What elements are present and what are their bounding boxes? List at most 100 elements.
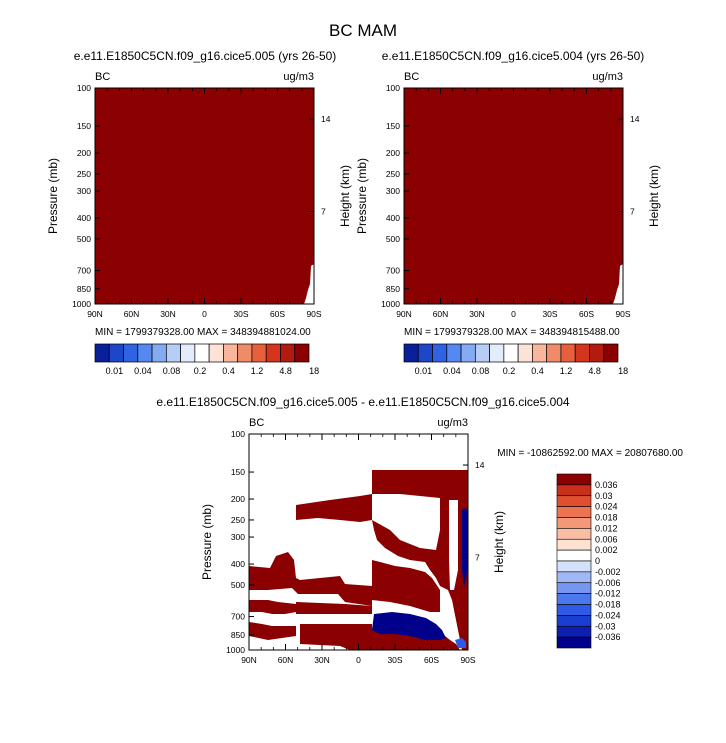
- diff-region-lower-4: [300, 624, 460, 650]
- y-tick-label: 150: [231, 467, 245, 477]
- colorbar-swatch: [556, 604, 592, 616]
- panel-1-units: ug/m3: [283, 71, 314, 83]
- x-tick-label: 60N: [124, 309, 140, 319]
- panel-2-minmax: MIN = 1799379328.00 MAX = 348394815488.0…: [404, 327, 620, 338]
- colorbar-swatch: [556, 636, 592, 649]
- x-tick-label: 90N: [396, 309, 412, 319]
- y-tick-label: 300: [77, 186, 91, 196]
- y-tick-label: 400: [77, 213, 91, 223]
- y2-tick-label: 7: [321, 207, 326, 217]
- panel-3-title: e.e11.E1850C5CN.f09_g16.cice5.005 - e.e1…: [156, 395, 570, 409]
- colorbar-swatch: [123, 343, 139, 363]
- panel-2-colorbar: 0.01 0.04 0.08 0.2 0.4 1.2 4.8 18: [403, 343, 628, 376]
- colorbar-swatch: [446, 343, 462, 363]
- panel-2-y2label: Height (km): [647, 165, 661, 227]
- panel-3-left-label: BC: [249, 417, 264, 429]
- y-tick-label: 100: [77, 83, 91, 93]
- y-tick-label: 100: [231, 429, 245, 439]
- colorbar-swatch: [108, 343, 124, 363]
- colorbar-swatch: [556, 593, 592, 605]
- x-tick-label: 30N: [314, 655, 330, 665]
- panel-3: e.e11.E1850C5CN.f09_g16.cice5.005 - e.e1…: [156, 395, 683, 665]
- x-tick-label: 30S: [387, 655, 402, 665]
- colorbar-label: 0.2: [503, 366, 516, 376]
- colorbar-swatch: [503, 343, 519, 363]
- colorbar-swatch: [574, 343, 590, 363]
- figure-title: BC MAM: [329, 21, 397, 40]
- x-tick-label: 90N: [241, 655, 257, 665]
- diff-region-lower-2: [296, 602, 372, 614]
- y-tick-label: 500: [386, 234, 400, 244]
- panel-1-minmax: MIN = 1799379328.00 MAX = 348394881024.0…: [95, 327, 311, 338]
- x-tick-label: 90S: [615, 309, 630, 319]
- panel-1-title: e.e11.E1850C5CN.f09_g16.cice5.005 (yrs 2…: [74, 49, 337, 63]
- colorbar-swatch: [208, 343, 224, 363]
- panel-2-field: [404, 88, 623, 304]
- colorbar-label: -0.002: [595, 567, 621, 577]
- x-tick-label: 90N: [87, 309, 103, 319]
- y-tick-label: 200: [231, 494, 245, 504]
- x-tick-label: 30S: [542, 309, 557, 319]
- colorbar-label: 1.2: [251, 366, 264, 376]
- colorbar-label: 4.8: [279, 366, 292, 376]
- y2-tick-label: 14: [321, 114, 331, 124]
- y-tick-label: 150: [77, 121, 91, 131]
- y2-tick-label: 7: [630, 207, 635, 217]
- colorbar-label: -0.012: [595, 589, 621, 599]
- y-tick-label: 700: [77, 266, 91, 276]
- colorbar-swatch: [556, 615, 592, 627]
- y-tick-label: 850: [231, 630, 245, 640]
- diff-region-negative-3: [455, 638, 466, 648]
- colorbar-swatch: [546, 343, 562, 363]
- colorbar-label: 0.08: [163, 366, 181, 376]
- colorbar-swatch: [94, 343, 110, 363]
- x-tick-label: 90S: [460, 655, 475, 665]
- panel-1-left-label: BC: [95, 71, 110, 83]
- colorbar-swatch: [237, 343, 253, 363]
- colorbar-swatch: [194, 343, 210, 363]
- colorbar-swatch: [403, 343, 419, 363]
- panel-1-y2label: Height (km): [338, 165, 352, 227]
- panel-3-minmax: MIN = -10862592.00 MAX = 20807680.00: [497, 448, 683, 459]
- colorbar-swatch: [417, 343, 433, 363]
- colorbar-swatch: [280, 343, 296, 363]
- y-tick-label: 700: [231, 612, 245, 622]
- panel-1-colorbar: 0.01 0.04 0.08 0.2 0.4 1.2 4.8 18: [94, 343, 319, 376]
- colorbar-label: -0.006: [595, 578, 621, 588]
- x-tick-label: 60S: [424, 655, 439, 665]
- diff-gap-1: [372, 494, 440, 550]
- x-tick-label: 0: [356, 655, 361, 665]
- panel-1-field: [95, 88, 314, 304]
- colorbar-label: 4.8: [588, 366, 601, 376]
- panel-2-title: e.e11.E1850C5CN.f09_g16.cice5.004 (yrs 2…: [382, 49, 645, 63]
- colorbar-swatch: [223, 343, 239, 363]
- diff-region-negative-2: [462, 508, 468, 586]
- colorbar-swatch: [556, 528, 592, 540]
- y-tick-label: 1000: [381, 299, 400, 309]
- panel-1-y-ticks: 100 150 200 250 300 400 500 700 850 1000 14 7: [72, 83, 331, 309]
- colorbar-swatch: [489, 343, 505, 363]
- y-tick-label: 100: [386, 83, 400, 93]
- colorbar-swatch: [137, 343, 153, 363]
- y-tick-label: 500: [231, 580, 245, 590]
- panel-2-y-ticks: 100 150 200 250 300 400 500 700 850 1000 14 7: [381, 83, 640, 309]
- colorbar-label: 0.4: [531, 366, 544, 376]
- colorbar-label: 0.03: [595, 491, 613, 501]
- colorbar-swatch: [556, 506, 592, 518]
- x-tick-label: 90S: [306, 309, 321, 319]
- panel-3-x-ticks: 90N 60N 30N 0 30S 60S 90S: [241, 434, 476, 665]
- diff-region-mid: [249, 552, 440, 612]
- x-tick-label: 0: [511, 309, 516, 319]
- colorbar-swatch: [556, 495, 592, 507]
- panel-1-x-ticks: 90N 60N 30N 0 30S 60S 90S: [87, 88, 322, 319]
- y-tick-label: 250: [77, 169, 91, 179]
- colorbar-swatch: [294, 343, 310, 363]
- panel-3-field: [249, 470, 468, 650]
- panel-3-y-ticks: 100 150 200 250 300 400 500 700 850 1000 14 7: [226, 429, 485, 655]
- y-tick-label: 500: [77, 234, 91, 244]
- colorbar-label: 0: [595, 556, 600, 566]
- diff-region-negative: [372, 612, 446, 640]
- colorbar-label: 0.006: [595, 534, 618, 544]
- colorbar-swatch: [532, 343, 548, 363]
